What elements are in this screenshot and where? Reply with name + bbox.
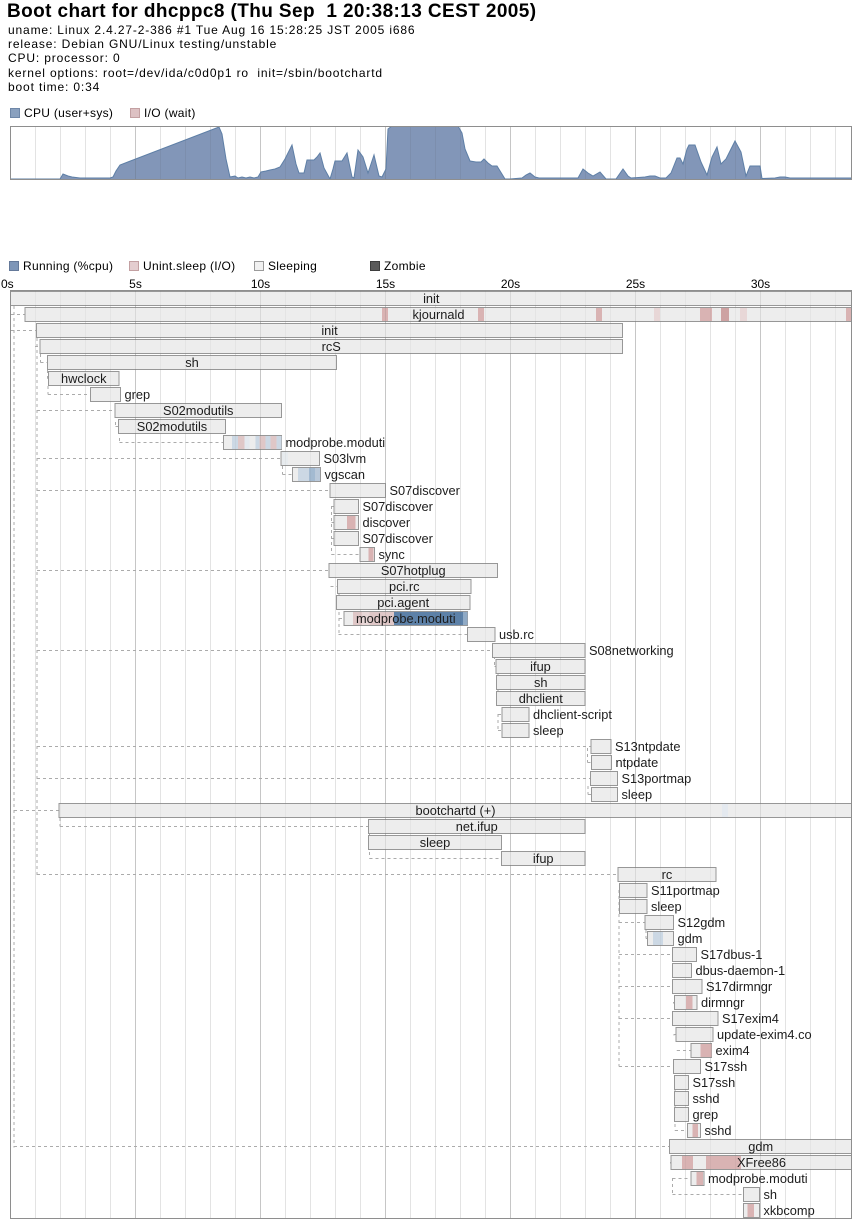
svg-text:S17exim4: S17exim4 (722, 1011, 779, 1026)
svg-text:update-exim4.co: update-exim4.co (717, 1027, 812, 1042)
svg-text:pci.rc: pci.rc (389, 579, 420, 594)
svg-text:S11portmap: S11portmap (651, 883, 720, 898)
svg-text:vgscan: vgscan (325, 467, 366, 482)
svg-text:rc: rc (662, 867, 673, 882)
svg-text:discover: discover (363, 515, 411, 530)
svg-text:init: init (321, 323, 338, 338)
svg-text:xkbcomp: xkbcomp (764, 1203, 815, 1218)
svg-text:ifup: ifup (530, 659, 551, 674)
svg-text:S17dirmngr: S17dirmngr (706, 979, 773, 994)
svg-text:sleep: sleep (533, 723, 564, 738)
svg-text:dbus-daemon-1: dbus-daemon-1 (696, 963, 786, 978)
svg-text:S13portmap: S13portmap (622, 771, 692, 786)
svg-text:S13ntpdate: S13ntpdate (615, 739, 680, 754)
svg-text:gdm: gdm (748, 1139, 773, 1154)
svg-text:XFree86: XFree86 (737, 1155, 786, 1170)
svg-text:modprobe.moduti: modprobe.moduti (356, 611, 456, 626)
svg-text:modprobe.moduti: modprobe.moduti (286, 435, 386, 450)
svg-text:S17ssh: S17ssh (705, 1059, 748, 1074)
svg-text:sh: sh (764, 1187, 778, 1202)
svg-text:gdm: gdm (678, 931, 703, 946)
svg-text:ifup: ifup (533, 851, 554, 866)
svg-text:S12gdm: S12gdm (678, 915, 726, 930)
svg-text:sshd: sshd (705, 1123, 732, 1138)
svg-text:exim4: exim4 (716, 1043, 750, 1058)
svg-text:dhclient: dhclient (519, 691, 564, 706)
svg-text:sleep: sleep (651, 899, 682, 914)
svg-text:S07discover: S07discover (363, 531, 434, 546)
svg-text:S08networking: S08networking (589, 643, 674, 658)
svg-text:hwclock: hwclock (61, 371, 107, 386)
svg-text:S03lvm: S03lvm (324, 451, 367, 466)
svg-text:bootchartd (+): bootchartd (+) (415, 803, 495, 818)
svg-text:sleep: sleep (622, 787, 653, 802)
svg-text:sleep: sleep (420, 835, 451, 850)
svg-text:sh: sh (534, 675, 548, 690)
svg-text:modprobe.moduti: modprobe.moduti (708, 1171, 808, 1186)
svg-text:grep: grep (125, 387, 151, 402)
svg-text:S17dbus-1: S17dbus-1 (701, 947, 763, 962)
svg-text:sshd: sshd (693, 1091, 720, 1106)
svg-text:sync: sync (379, 547, 406, 562)
svg-text:S02modutils: S02modutils (137, 419, 207, 434)
svg-text:usb.rc: usb.rc (499, 627, 534, 642)
svg-text:kjournald: kjournald (413, 307, 465, 322)
svg-text:dirmngr: dirmngr (701, 995, 745, 1010)
svg-text:dhclient-script: dhclient-script (533, 707, 612, 722)
svg-text:S07discover: S07discover (390, 483, 461, 498)
svg-text:sh: sh (185, 355, 199, 370)
svg-text:pci.agent: pci.agent (377, 595, 429, 610)
svg-text:net.ifup: net.ifup (456, 819, 498, 834)
svg-text:S07hotplug: S07hotplug (381, 563, 446, 578)
svg-text:init: init (423, 291, 440, 306)
svg-text:ntpdate: ntpdate (616, 755, 659, 770)
svg-text:rcS: rcS (322, 339, 341, 354)
svg-text:S02modutils: S02modutils (163, 403, 233, 418)
svg-text:S07discover: S07discover (363, 499, 434, 514)
svg-text:grep: grep (693, 1107, 719, 1122)
svg-text:S17ssh: S17ssh (693, 1075, 736, 1090)
